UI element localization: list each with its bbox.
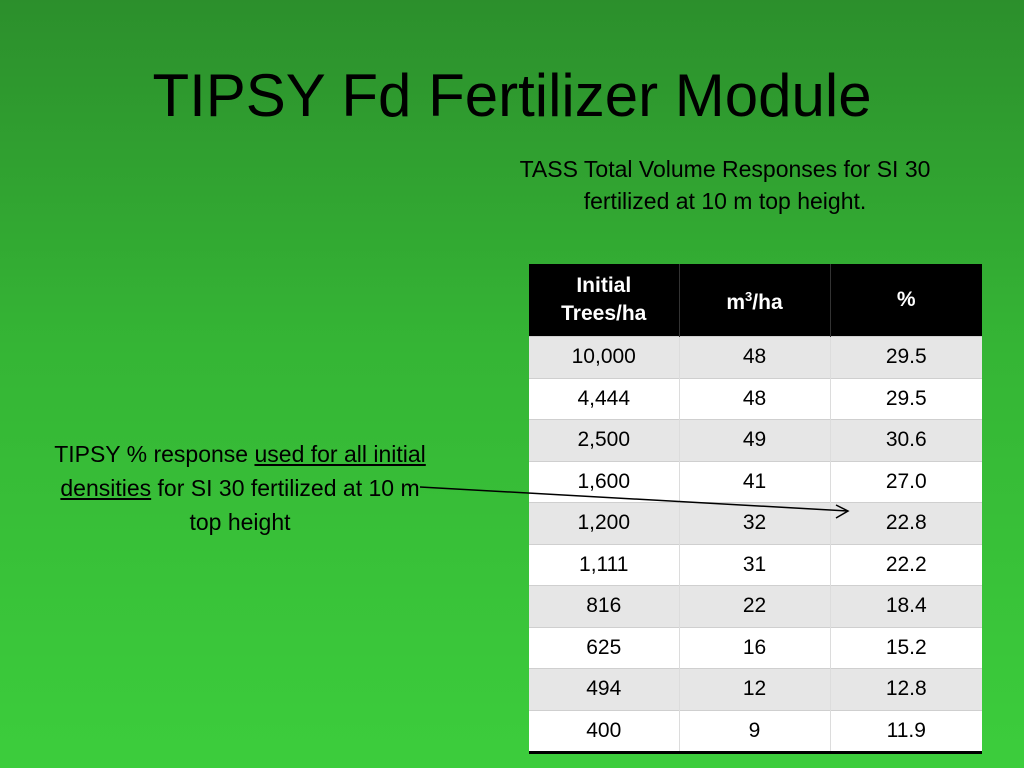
cell-initial-trees: 494	[529, 668, 679, 710]
cell-percent: 22.2	[829, 543, 982, 586]
table-row: 494 12 12.8	[529, 668, 982, 710]
table-row: 1,600 41 27.0	[529, 460, 982, 503]
table-row: 1,111 31 22.2	[529, 543, 982, 586]
tipsy-note: TIPSY % response used for all initial de…	[50, 437, 430, 539]
cell-volume: 48	[678, 377, 830, 420]
table-caption: TASS Total Volume Responses for SI 30 fe…	[455, 153, 995, 217]
cell-volume: 16	[678, 626, 830, 669]
cell-percent: 22.8	[829, 502, 982, 544]
header-volume-base: m	[726, 291, 746, 314]
cell-volume: 49	[678, 419, 830, 461]
cell-initial-trees: 625	[529, 626, 679, 669]
cell-percent: 29.5	[829, 377, 982, 420]
cell-volume: 12	[678, 668, 830, 710]
header-volume-unit: /ha	[752, 291, 783, 314]
header-initial-trees-line-1: Initial	[576, 274, 632, 297]
cell-initial-trees: 1,200	[529, 502, 679, 544]
cell-initial-trees: 10,000	[529, 336, 679, 378]
cell-percent: 29.5	[829, 336, 982, 378]
tipsy-note-text-2: for SI 30 fertilized at 10 m top height	[151, 475, 420, 535]
cell-percent: 12.8	[829, 668, 982, 710]
table-row: 1,200 32 22.8	[529, 502, 982, 544]
table-row: 816 22 18.4	[529, 585, 982, 627]
header-volume: m3/ha	[678, 264, 830, 337]
cell-initial-trees: 400	[529, 709, 679, 754]
cell-percent: 15.2	[829, 626, 982, 669]
header-percent: %	[829, 264, 982, 337]
cell-initial-trees: 816	[529, 585, 679, 627]
tipsy-note-underlined: used for all initial densities	[60, 441, 426, 501]
cell-initial-trees: 1,600	[529, 460, 679, 503]
cell-volume: 31	[678, 543, 830, 586]
cell-volume: 41	[678, 460, 830, 503]
table-caption-line-1: TASS Total Volume Responses for SI 30	[519, 156, 931, 182]
cell-initial-trees: 1,111	[529, 543, 679, 586]
table-body: 10,000 48 29.5 4,444 48 29.5 2,500 49 30.6 1,600 4…	[529, 336, 982, 754]
header-initial-trees-line-2: Trees/ha	[561, 302, 647, 325]
table-header-row: Initial Trees/ha m3/ha %	[529, 264, 982, 337]
slide-title: TIPSY Fd Fertilizer Module	[152, 62, 872, 129]
table-caption-line-2: fertilized at 10 m top height.	[583, 188, 867, 214]
table-row: 4,444 48 29.5	[529, 377, 982, 420]
cell-volume: 32	[678, 502, 830, 544]
table-row: 10,000 48 29.5	[529, 336, 982, 378]
cell-volume: 22	[678, 585, 830, 627]
header-volume-superscript: 3	[745, 289, 753, 304]
cell-percent: 30.6	[829, 419, 982, 461]
tipsy-note-text-1: TIPSY % response	[54, 441, 255, 467]
cell-volume: 48	[678, 336, 830, 378]
volume-response-table: Initial Trees/ha m3/ha % 10,000 48 29.5 4,4…	[529, 264, 982, 754]
cell-volume: 9	[678, 709, 830, 754]
table-row: 625 16 15.2	[529, 626, 982, 669]
cell-initial-trees: 2,500	[529, 419, 679, 461]
cell-percent: 18.4	[829, 585, 982, 627]
cell-initial-trees: 4,444	[529, 377, 679, 420]
table-row: 2,500 49 30.6	[529, 419, 982, 461]
header-initial-trees: Initial Trees/ha	[529, 264, 679, 337]
table-row: 400 9 11.9	[529, 709, 982, 754]
cell-percent: 27.0	[829, 460, 982, 503]
cell-percent: 11.9	[829, 709, 982, 754]
